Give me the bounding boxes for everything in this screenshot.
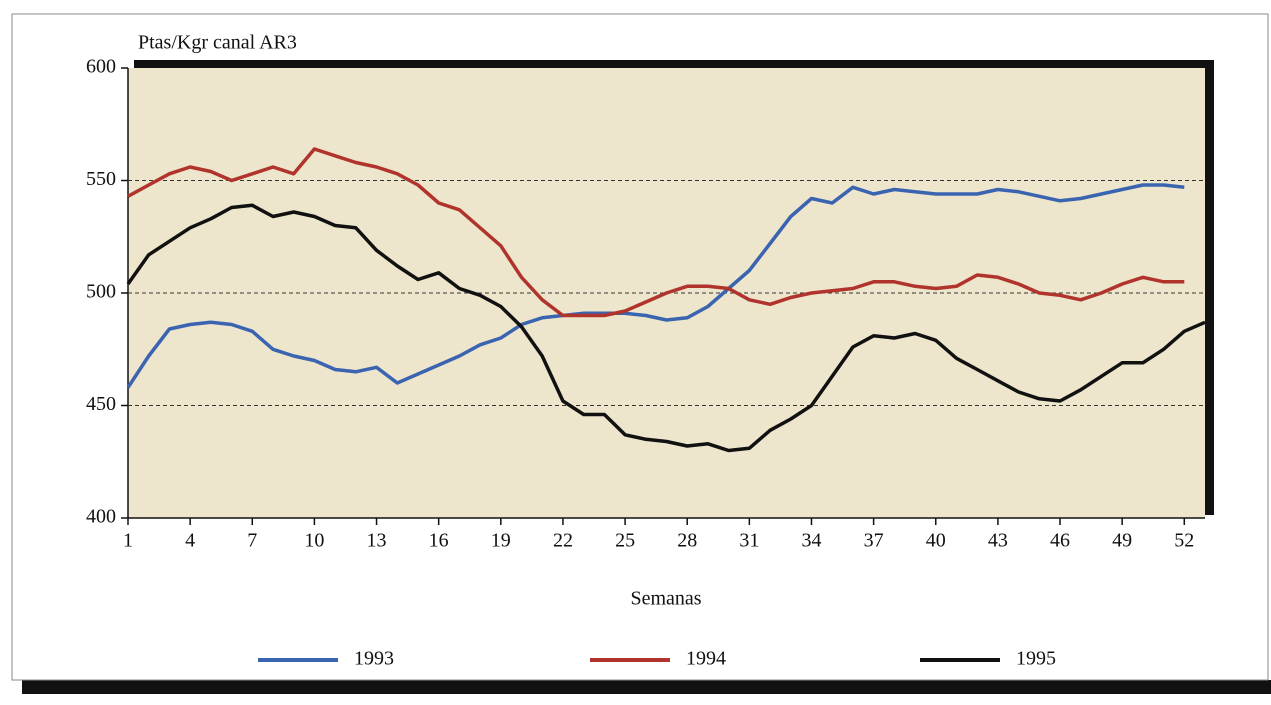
y-tick-label: 500	[86, 281, 116, 303]
x-tick-label: 34	[801, 530, 821, 552]
x-tick-label: 46	[1050, 530, 1070, 552]
x-tick-label: 16	[429, 530, 449, 552]
x-tick-label: 43	[988, 530, 1008, 552]
y-tick-label: 400	[86, 506, 116, 528]
y-axis-label: Ptas/Kgr canal AR3	[138, 32, 297, 54]
x-tick-label: 28	[677, 530, 697, 552]
legend-label: 1993	[354, 648, 394, 670]
x-tick-label: 52	[1174, 530, 1194, 552]
x-tick-label: 4	[185, 530, 195, 552]
series-line	[126, 203, 1206, 453]
series-line	[127, 147, 1185, 318]
y-tick-label: 450	[86, 393, 116, 415]
series-line	[126, 183, 1185, 389]
x-tick-label: 1	[123, 530, 133, 552]
legend-label: 1995	[1016, 648, 1056, 670]
y-tick-label: 550	[86, 168, 116, 190]
x-tick-label: 10	[304, 530, 324, 552]
frame-shadow	[22, 680, 1271, 694]
x-tick-label: 31	[739, 530, 759, 552]
x-tick-label: 25	[615, 530, 635, 552]
x-axis-label: Semanas	[630, 588, 701, 610]
x-tick-label: 22	[553, 530, 573, 552]
x-tick-label: 49	[1112, 530, 1132, 552]
x-tick-label: 37	[864, 530, 884, 552]
x-tick-label: 40	[926, 530, 946, 552]
legend-label: 1994	[686, 648, 726, 670]
x-tick-label: 13	[367, 530, 387, 552]
y-tick-label: 600	[86, 56, 116, 78]
x-tick-label: 7	[247, 530, 257, 552]
x-tick-label: 19	[491, 530, 511, 552]
